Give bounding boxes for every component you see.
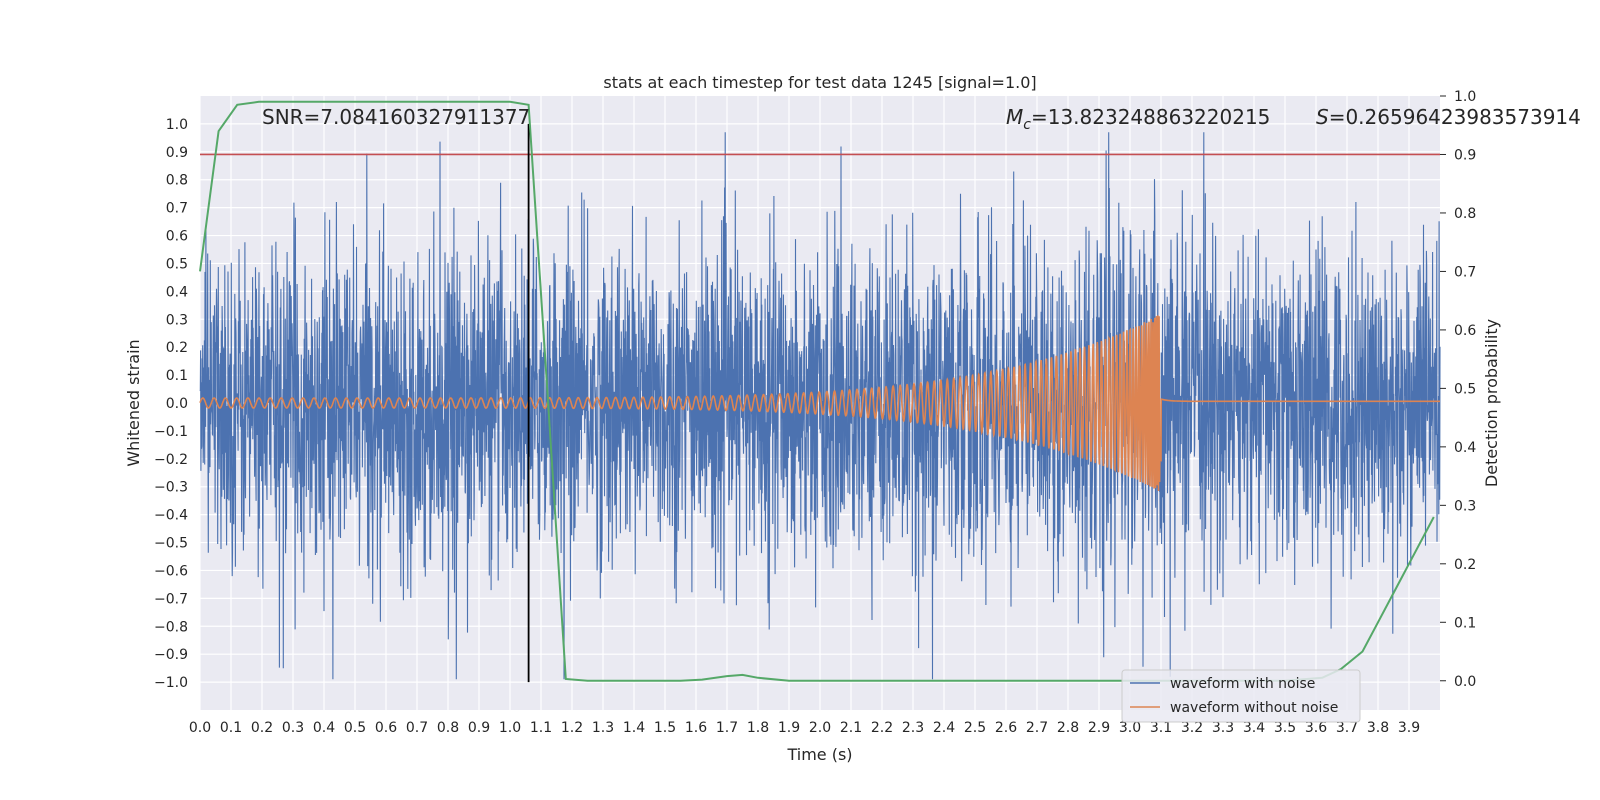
waveform-without-noise-line — [199, 315, 1440, 492]
y-tick-label: −0.4 — [154, 508, 188, 524]
x-tick-label: 0.0 — [189, 720, 211, 736]
x-tick-label: 2.0 — [809, 720, 831, 736]
y-tick-label: 0.4 — [166, 284, 188, 300]
y-axis-right-label: Detection probability — [1482, 319, 1501, 487]
x-tick-label: 3.3 — [1212, 720, 1234, 736]
y-tick-label: 0.7 — [166, 201, 188, 217]
y-right-tick-label: 0.6 — [1454, 323, 1476, 339]
overlays — [200, 123, 1440, 683]
y-tick-label: −0.1 — [154, 424, 188, 440]
y-tick-label: 0.1 — [166, 368, 188, 384]
y-right-tick-label: 0.1 — [1454, 615, 1476, 631]
chart-title: stats at each timestep for test data 124… — [603, 73, 1036, 92]
mc-subscript: c — [1023, 117, 1031, 133]
x-tick-label: 1.2 — [561, 720, 583, 736]
x-tick-label: 1.6 — [685, 720, 707, 736]
y-tick-label: 1.0 — [166, 117, 188, 133]
x-tick-label: 2.8 — [1057, 720, 1079, 736]
y-tick-label: 0.8 — [166, 173, 188, 189]
y-tick-label: −0.8 — [154, 619, 188, 635]
y-tick-label: −0.2 — [154, 452, 188, 468]
x-tick-label: 1.3 — [592, 720, 614, 736]
y-tick-label: 0.2 — [166, 340, 188, 356]
x-tick-label: 2.3 — [902, 720, 924, 736]
x-tick-label: 0.9 — [468, 720, 490, 736]
x-tick-label: 0.3 — [282, 720, 304, 736]
x-tick-label: 2.5 — [964, 720, 986, 736]
x-tick-label: 2.1 — [840, 720, 862, 736]
x-tick-label: 0.8 — [437, 720, 459, 736]
legend-label-noisy: waveform with noise — [1170, 676, 1315, 692]
y-right-tick-label: 0.8 — [1454, 206, 1476, 222]
x-tick-label: 1.0 — [499, 720, 521, 736]
x-tick-label: 3.1 — [1150, 720, 1172, 736]
x-tick-label: 3.9 — [1398, 720, 1420, 736]
y-tick-label: −0.7 — [154, 591, 188, 607]
y-right-tick-label: 0.0 — [1454, 674, 1476, 690]
x-tick-label: 2.2 — [871, 720, 893, 736]
y-tick-label: 0.0 — [166, 396, 188, 412]
x-tick-label: 3.8 — [1367, 720, 1389, 736]
s-annotation: S=0.26596423983573914 — [1316, 105, 1581, 129]
x-tick-label: 3.6 — [1305, 720, 1327, 736]
y-tick-label: −1.0 — [154, 675, 188, 691]
x-tick-label: 2.4 — [933, 720, 955, 736]
y-tick-label: −0.5 — [154, 536, 188, 552]
x-tick-label: 1.1 — [530, 720, 552, 736]
y-axis-label: Whitened strain — [124, 339, 143, 466]
snr-annotation: SNR=7.084160327911377 — [262, 105, 530, 129]
x-tick-label: 2.9 — [1088, 720, 1110, 736]
mc-value: =13.823248863220215 — [1031, 105, 1270, 129]
x-tick-label: 1.4 — [623, 720, 645, 736]
y-right-tick-label: 0.7 — [1454, 264, 1476, 280]
y-tick-label: 0.9 — [166, 145, 188, 161]
waveform-without-noise-series — [199, 315, 1440, 492]
s-value: =0.26596423983573914 — [1329, 105, 1581, 129]
y-right-tick-label: 0.5 — [1454, 381, 1476, 397]
x-tick-label: 3.5 — [1274, 720, 1296, 736]
x-axis-label: Time (s) — [786, 745, 852, 764]
y-right-tick-label: 1.0 — [1454, 89, 1476, 105]
x-tick-label: 0.2 — [251, 720, 273, 736]
y-tick-label: 0.3 — [166, 312, 188, 328]
y-right-tick-label: 0.4 — [1454, 440, 1476, 456]
x-tick-label: 3.4 — [1243, 720, 1265, 736]
mc-symbol: M — [1006, 105, 1023, 129]
x-tick-label: 0.7 — [406, 720, 428, 736]
y-right-tick-label: 0.2 — [1454, 557, 1476, 573]
x-tick-label: 2.6 — [995, 720, 1017, 736]
legend-box — [1121, 669, 1361, 723]
x-tick-label: 0.6 — [375, 720, 397, 736]
y-tick-label: −0.9 — [154, 647, 188, 663]
y-tick-label: 0.5 — [166, 256, 188, 272]
y-tick-label: −0.6 — [154, 563, 188, 579]
waveform-with-noise-line — [199, 132, 1441, 680]
legend-label-clean: waveform without noise — [1170, 700, 1338, 716]
x-tick-label: 1.5 — [654, 720, 676, 736]
x-tick-label: 0.4 — [313, 720, 335, 736]
y-right-tick-label: 0.3 — [1454, 498, 1476, 514]
x-tick-label: 0.5 — [344, 720, 366, 736]
s-symbol: S — [1316, 105, 1329, 129]
mc-annotation: Mc=13.823248863220215 — [1006, 105, 1270, 133]
x-tick-label: 1.7 — [716, 720, 738, 736]
y-tick-label: −0.3 — [154, 480, 188, 496]
x-tick-label: 0.1 — [220, 720, 242, 736]
x-tick-label: 3.7 — [1336, 720, 1358, 736]
y-tick-label: 0.6 — [166, 229, 188, 245]
waveform-with-noise-series — [199, 132, 1441, 680]
x-tick-label: 2.7 — [1026, 720, 1048, 736]
legend: waveform with noise waveform without noi… — [1121, 669, 1361, 723]
y-right-tick-label: 0.9 — [1454, 147, 1476, 163]
ticks: 0.0 0.1 0.2 0.3 0.4 0.5 0.6 0.7 0.8 0.9 1.0 1.1 1.2 1… — [154, 89, 1476, 736]
x-tick-label: 3.2 — [1181, 720, 1203, 736]
x-tick-label: 1.9 — [778, 720, 800, 736]
x-tick-label: 3.0 — [1119, 720, 1141, 736]
x-tick-label: 1.8 — [747, 720, 769, 736]
